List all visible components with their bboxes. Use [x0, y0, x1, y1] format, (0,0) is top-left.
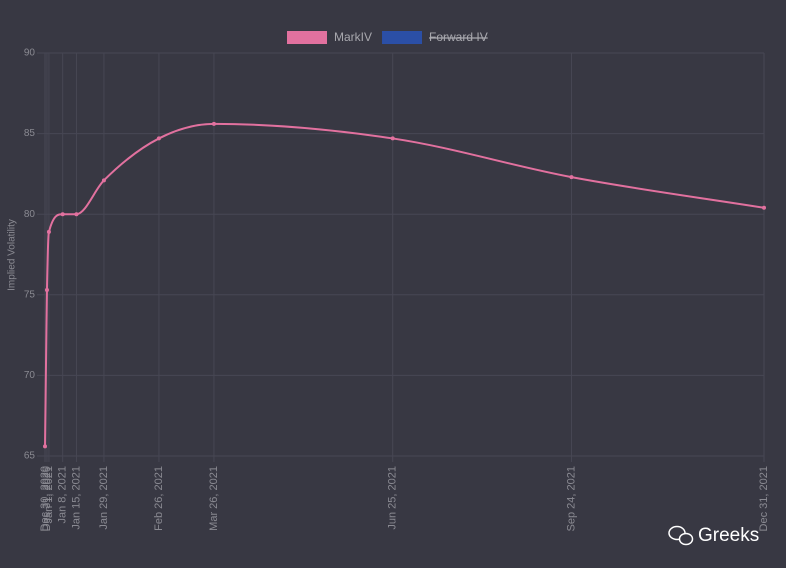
x-tick-label: Jun 25, 2021 — [387, 466, 399, 530]
point — [74, 212, 79, 217]
x-tick-label: Dec 31, 2020 — [41, 466, 53, 531]
line — [44, 122, 765, 447]
point — [156, 136, 161, 141]
x-tick-label: Feb 26, 2021 — [153, 466, 165, 531]
point — [569, 175, 574, 180]
x-tick-label: Jan 15, 2021 — [70, 466, 82, 530]
point — [43, 444, 47, 449]
point — [762, 205, 766, 210]
y-tick-label: 75 — [24, 289, 36, 300]
x-tick-label: Jan 29, 2021 — [98, 466, 110, 530]
x-tick-label: Sep 24, 2021 — [565, 466, 577, 531]
legend-swatch[interactable] — [287, 31, 327, 44]
y-tick-label: 85 — [24, 128, 36, 139]
legend-swatch[interactable] — [382, 31, 423, 44]
y-tick-label: 80 — [24, 209, 36, 220]
watermark: Greeks — [668, 525, 759, 546]
y-tick-label: 65 — [24, 451, 36, 462]
point — [46, 229, 51, 234]
watermark-text: Greeks — [698, 525, 759, 546]
y-tick-label: 90 — [24, 48, 36, 59]
point — [44, 287, 49, 292]
wechat-icon — [678, 532, 694, 546]
point — [211, 121, 216, 126]
point — [390, 136, 395, 141]
legend-label[interactable]: Forward IV — [429, 30, 488, 44]
x-tick-label: Jan 8, 2021 — [57, 466, 69, 524]
point — [101, 178, 106, 183]
x-tick-label: Dec 30, 2020 — [39, 466, 51, 531]
legend-label[interactable]: MarkIV — [334, 30, 372, 44]
point — [60, 212, 65, 217]
x-tick-label: Jan 1, 2021 — [43, 466, 55, 524]
x-tick-label: Dec 31, 2021 — [758, 466, 770, 531]
x-tick-label: Mar 26, 2021 — [208, 466, 220, 531]
y-axis-label: Implied Volatility — [7, 219, 18, 291]
y-tick-label: 70 — [24, 370, 36, 381]
